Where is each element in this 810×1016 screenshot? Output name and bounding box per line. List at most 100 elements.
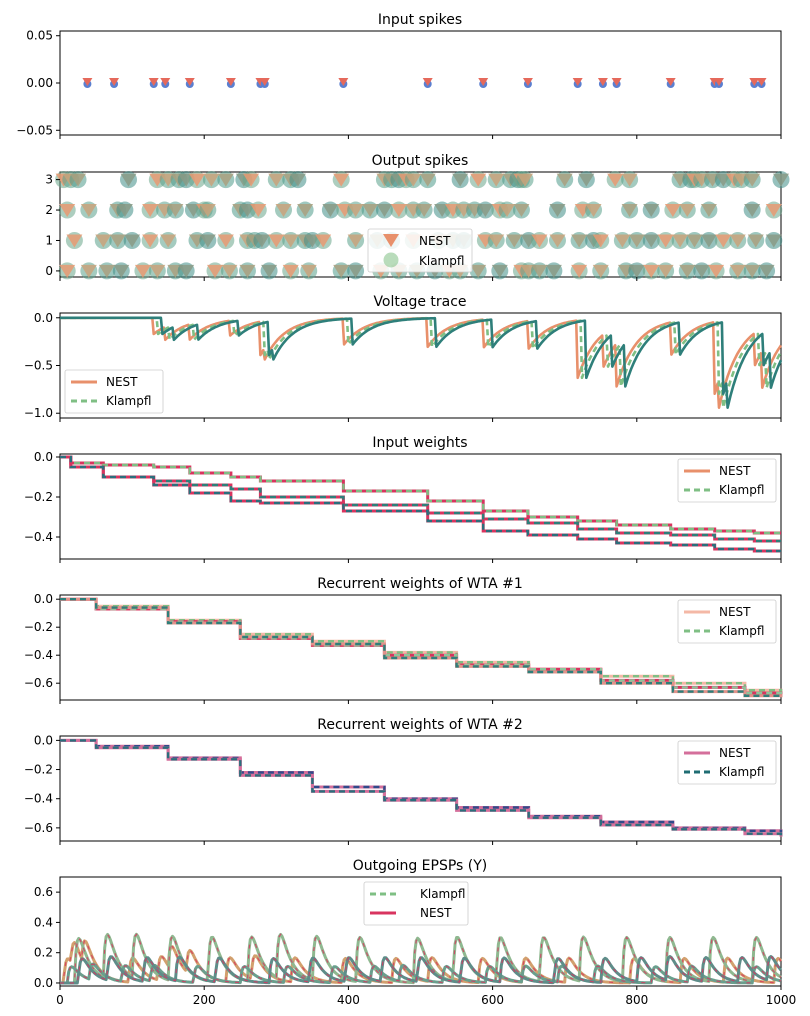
legend-entry-nest: NEST <box>719 464 751 478</box>
input-spike-marker <box>259 78 270 86</box>
output-spike-nest <box>592 264 609 278</box>
output-spike-nest <box>416 204 433 218</box>
axes-frame <box>59 594 782 701</box>
weight-line-klampfl <box>60 598 783 698</box>
x-tick-label: 0 <box>56 993 64 1007</box>
panel-recurrent-weights-wta1: Recurrent weights of WTA #1 0.0 −0.2 −0.4 −… <box>24 576 783 701</box>
axes-frame <box>59 876 782 987</box>
panel-input-weights: Input weights 0.0 −0.2 −0.4 NEST Klampfl <box>24 435 782 560</box>
output-spike-nest <box>243 173 260 187</box>
plot-area <box>82 78 767 88</box>
y-tick-label: 0.05 <box>26 29 53 43</box>
output-spike-nest <box>643 234 660 248</box>
output-spike-nest <box>765 204 782 218</box>
output-spike-nest <box>744 173 761 187</box>
output-spike-nest <box>513 204 530 218</box>
panel-voltage-trace: Voltage trace 0.0 −0.5 −1.0 NEST Klampfl <box>24 294 783 420</box>
output-spike-nest <box>253 234 270 248</box>
legend-entry-klampfl: Klampfl <box>419 254 464 268</box>
y-tick-label: −0.2 <box>24 490 53 504</box>
y-tick-label: −1.0 <box>24 406 53 420</box>
output-spike-nest <box>744 204 761 218</box>
output-spike-nest <box>477 204 494 218</box>
legend-entry-nest: NEST <box>106 375 138 389</box>
output-spike-nest <box>199 234 216 248</box>
y-tick-label: 0.0 <box>34 592 53 606</box>
legend-entry-klampfl: Klampfl <box>719 624 764 638</box>
output-spike-nest <box>347 234 364 248</box>
output-spike-nest <box>700 204 717 218</box>
panel-output-spikes: Output spikes 3 2 1 0 NEST Klampfl <box>45 153 790 280</box>
y-tick-label: −0.4 <box>24 648 53 662</box>
input-spike-marker <box>611 78 622 86</box>
y-tick-label: −0.5 <box>24 359 53 373</box>
output-spike-nest <box>578 173 595 187</box>
x-tick-label: 1000 <box>766 993 797 1007</box>
input-spike-marker <box>160 78 171 86</box>
panel-title: Voltage trace <box>373 294 466 310</box>
output-spike-nest <box>488 234 505 248</box>
output-spike-nest <box>268 234 285 248</box>
y-tick-label: 3 <box>45 173 53 187</box>
input-spike-marker <box>665 78 676 86</box>
input-spike-marker <box>713 78 724 86</box>
panel-title: Output spikes <box>372 153 469 169</box>
output-spike-nest <box>282 234 299 248</box>
legend-entry-klampfl: Klampfl <box>719 483 764 497</box>
output-spike-nest <box>452 173 469 187</box>
output-spike-nest <box>715 234 732 248</box>
output-spike-nest <box>124 234 141 248</box>
output-spike-nest <box>621 204 638 218</box>
output-spike-nest <box>95 234 112 248</box>
output-spike-nest <box>66 234 83 248</box>
y-tick-label: 1 <box>45 233 53 247</box>
output-spike-nest <box>347 204 364 218</box>
plot-area <box>60 316 783 410</box>
panel-title: Recurrent weights of WTA #2 <box>317 717 523 733</box>
y-ticks: 0.0 −0.2 −0.4 −0.6 <box>24 733 60 835</box>
output-spike-nest <box>765 234 782 248</box>
output-spike-nest <box>491 264 508 278</box>
y-tick-label: 0 <box>45 264 53 278</box>
y-tick-label: −0.6 <box>24 821 53 835</box>
y-tick-label: −0.4 <box>24 530 53 544</box>
weight-line-klampfl <box>60 455 781 535</box>
output-spike-nest <box>120 173 137 187</box>
output-spike-nest <box>362 204 379 218</box>
input-spike-marker <box>148 78 159 86</box>
legend: NEST Klampfl <box>677 740 777 785</box>
output-spike-nest <box>322 204 339 218</box>
output-spike-nest <box>700 234 717 248</box>
y-tick-label: 2 <box>45 203 53 217</box>
output-spike-nest <box>679 264 696 278</box>
output-spike-nest <box>679 204 696 218</box>
output-spike-nest <box>297 204 314 218</box>
output-spike-nest <box>531 234 548 248</box>
input-spike-marker <box>225 78 236 86</box>
axes-frame <box>59 453 782 560</box>
output-spike-nest <box>744 264 761 278</box>
y-tick-label: 0.00 <box>26 76 53 90</box>
output-spike-nest <box>607 173 624 187</box>
output-spike-nest <box>250 204 267 218</box>
input-spike-marker <box>109 78 120 86</box>
y-tick-label: −0.05 <box>16 123 53 137</box>
output-spike-nest <box>556 173 573 187</box>
output-spike-nest <box>142 234 159 248</box>
y-tick-label: 0.6 <box>34 885 53 899</box>
output-spike-nest <box>549 204 566 218</box>
legend-circle-marker <box>383 252 399 268</box>
output-spike-nest <box>729 264 746 278</box>
legend-entry-klampfl: Klampfl <box>420 887 465 901</box>
output-spike-nest <box>549 234 566 248</box>
output-spike-nest <box>261 264 278 278</box>
y-tick-label: −0.4 <box>24 792 53 806</box>
output-spike-nest <box>531 264 548 278</box>
output-spike-nest <box>347 264 364 278</box>
weight-line-nest <box>60 455 781 535</box>
output-spike-nest <box>585 204 602 218</box>
output-spike-nest <box>405 173 422 187</box>
output-spike-nest <box>203 173 220 187</box>
y-tick-label: −0.2 <box>24 620 53 634</box>
